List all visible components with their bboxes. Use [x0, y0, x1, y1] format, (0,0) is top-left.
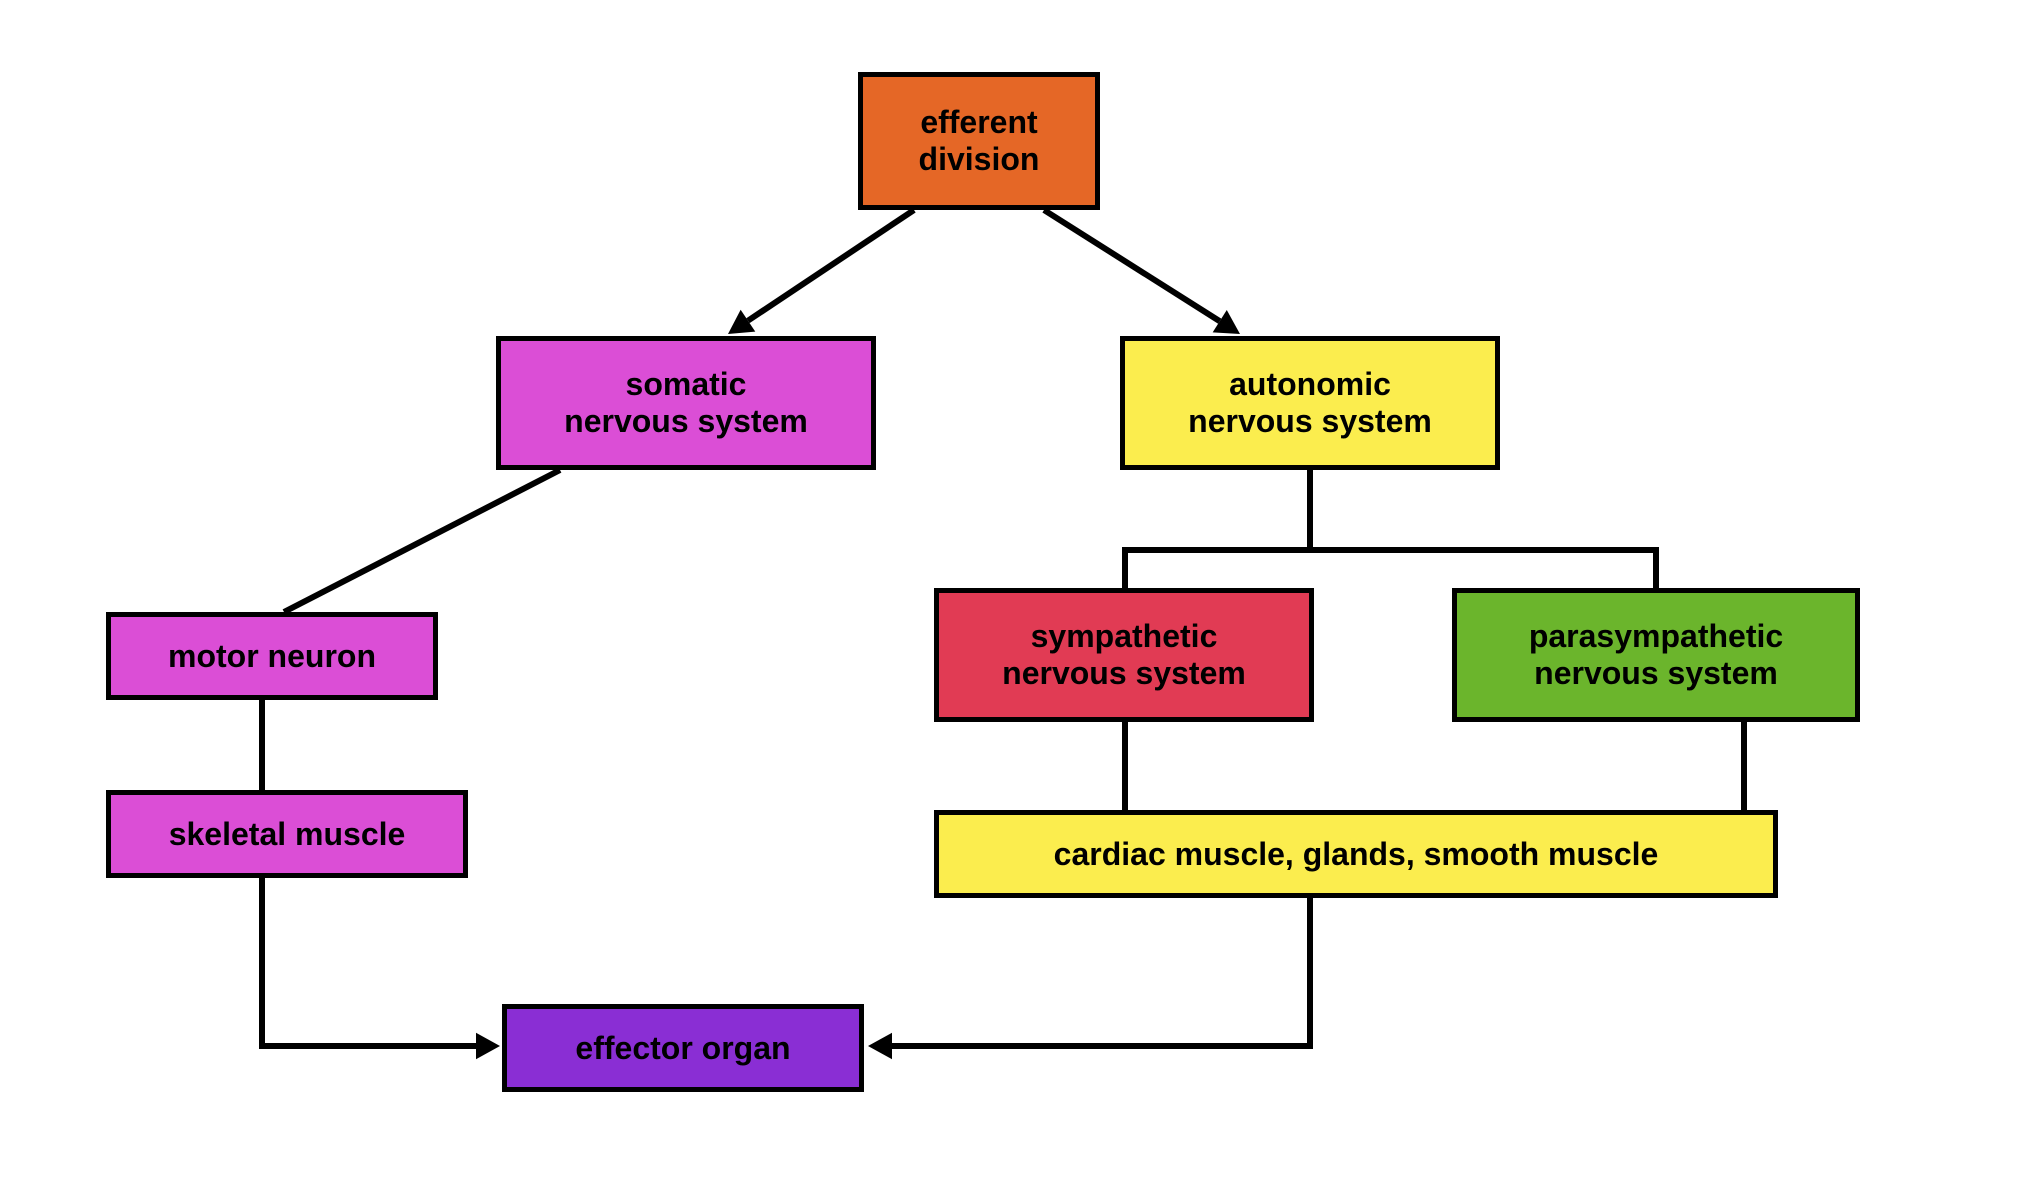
node-efferent: efferent division: [858, 72, 1100, 210]
node-effector: effector organ: [502, 1004, 864, 1092]
node-cardiac: cardiac muscle, glands, smooth muscle: [934, 810, 1778, 898]
node-autonomic: autonomic nervous system: [1120, 336, 1500, 470]
node-motor: motor neuron: [106, 612, 438, 700]
node-parasympathetic: parasympathetic nervous system: [1452, 588, 1860, 722]
node-somatic: somatic nervous system: [496, 336, 876, 470]
diagram-stage: efferent division somatic nervous system a…: [0, 0, 2018, 1202]
node-skeletal: skeletal muscle: [106, 790, 468, 878]
node-sympathetic: sympathetic nervous system: [934, 588, 1314, 722]
